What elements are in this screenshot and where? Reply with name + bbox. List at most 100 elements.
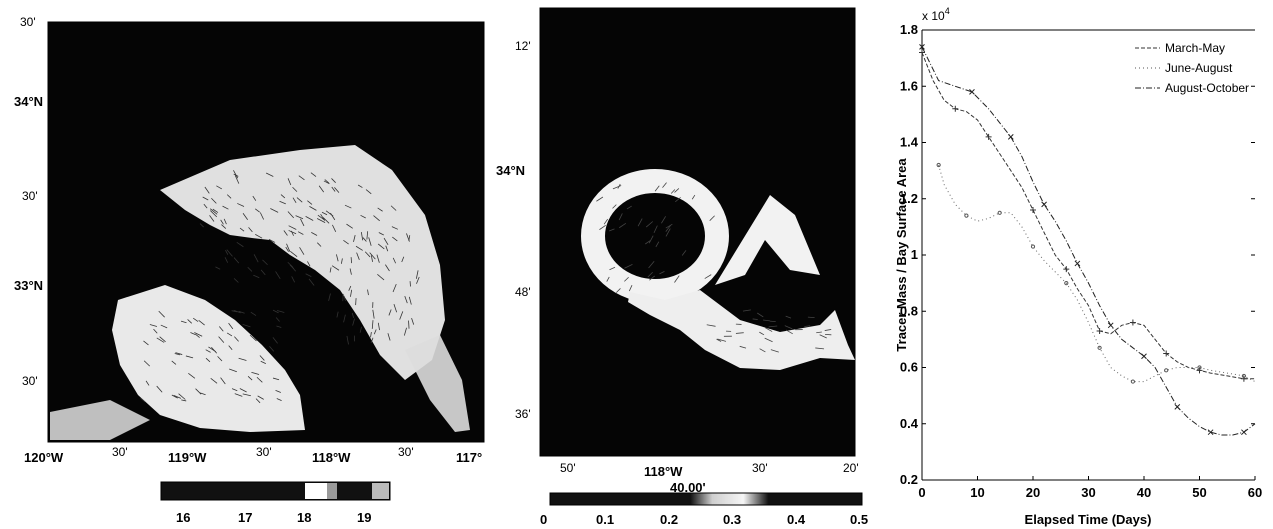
velocity-arrow — [372, 309, 375, 319]
velocity-arrow — [388, 309, 392, 316]
velocity-arrow — [321, 211, 328, 216]
velocity-arrow — [280, 194, 286, 199]
middle-map-ytick: 12' — [515, 39, 531, 53]
middle-map-xtick: 50' — [560, 461, 576, 475]
velocity-arrow — [288, 225, 297, 230]
x-tick-label: 30 — [1081, 485, 1095, 500]
velocity-arrow — [242, 393, 251, 397]
velocity-arrow — [618, 213, 623, 221]
middle-colorbar-tick: 0.1 — [596, 512, 614, 527]
velocity-arrow — [220, 219, 224, 225]
velocity-arrow — [624, 276, 629, 282]
velocity-arrow — [366, 231, 369, 240]
velocity-arrow — [674, 275, 680, 283]
velocity-arrow — [205, 357, 211, 363]
velocity-arrow — [287, 178, 292, 186]
velocity-arrow — [603, 218, 609, 225]
left-map-xtick: 117° — [456, 450, 482, 465]
velocity-arrow — [654, 185, 660, 192]
velocity-arrow — [390, 205, 397, 211]
velocity-arrow — [762, 319, 771, 322]
velocity-arrow — [171, 394, 178, 399]
velocity-arrow — [236, 241, 244, 248]
velocity-arrow — [234, 336, 239, 342]
velocity-arrow — [653, 225, 658, 234]
velocity-arrow — [393, 304, 398, 313]
left-map-xtick: 119°W — [168, 450, 207, 465]
velocity-arrow — [275, 271, 281, 280]
velocity-arrow — [735, 332, 744, 334]
velocity-arrow — [768, 325, 778, 328]
velocity-arrow — [210, 377, 218, 384]
velocity-arrow — [665, 228, 671, 237]
velocity-arrow — [300, 218, 305, 227]
velocity-arrow — [392, 236, 398, 242]
velocity-arrow — [343, 239, 349, 245]
x-tick-label: 0 — [918, 485, 925, 500]
velocity-arrow — [322, 217, 330, 224]
velocity-arrow — [248, 227, 253, 233]
data-point — [1241, 373, 1247, 379]
series-line-march-may — [921, 52, 1255, 380]
velocity-arrow — [316, 218, 326, 223]
velocity-arrow — [406, 233, 410, 242]
velocity-arrow — [340, 258, 343, 264]
velocity-arrow — [229, 368, 237, 373]
left-map-top-label: 30' — [20, 15, 36, 29]
velocity-arrow — [385, 264, 390, 272]
velocity-arrow — [220, 377, 226, 385]
velocity-arrow — [233, 257, 240, 264]
velocity-arrow — [143, 360, 151, 367]
velocity-arrow — [370, 255, 373, 262]
y-tick-label: 1 — [911, 247, 918, 262]
velocity-arrow — [770, 349, 779, 353]
data-point — [1064, 281, 1069, 286]
velocity-arrow — [292, 197, 297, 204]
middle-map-eddy-ring — [581, 169, 729, 303]
velocity-arrow — [649, 275, 655, 281]
velocity-arrow — [391, 226, 399, 230]
velocity-arrow — [275, 317, 280, 322]
velocity-arrow — [360, 214, 366, 219]
velocity-arrow — [373, 215, 380, 222]
velocity-arrow — [153, 328, 158, 334]
velocity-arrow — [199, 223, 204, 228]
data-point — [1030, 244, 1036, 249]
x-tick-label: 20 — [1026, 485, 1040, 500]
velocity-arrow — [645, 221, 654, 228]
data-point — [985, 133, 992, 140]
velocity-arrow — [369, 252, 376, 260]
middle-map-tail — [628, 290, 855, 370]
velocity-arrow — [307, 200, 313, 205]
left-map-ytick: 34°N — [14, 94, 43, 109]
data-point — [964, 213, 969, 218]
velocity-arrow — [208, 346, 217, 353]
velocity-arrow — [178, 393, 186, 400]
data-point — [1130, 379, 1136, 384]
velocity-arrow — [324, 179, 330, 184]
velocity-arrow — [665, 224, 672, 232]
series-line-june-august — [938, 164, 1256, 383]
velocity-arrow — [272, 337, 278, 344]
y-tick-label: 1.8 — [900, 22, 918, 37]
velocity-arrow — [307, 261, 311, 267]
data-point — [936, 162, 941, 168]
velocity-arrow — [360, 231, 364, 241]
velocity-arrow — [331, 265, 340, 271]
velocity-arrow — [288, 230, 297, 235]
left-map-flow-region-north — [160, 145, 445, 380]
data-point — [1096, 327, 1103, 334]
y-tick-label: 0.2 — [900, 472, 918, 487]
velocity-arrow — [249, 334, 257, 342]
velocity-arrow — [370, 332, 372, 338]
velocity-arrow — [401, 256, 405, 263]
velocity-arrow — [212, 208, 219, 213]
velocity-arrow — [408, 296, 412, 305]
velocity-arrow — [231, 388, 238, 392]
left-map-ytick: 33°N — [14, 278, 43, 293]
velocity-arrow — [661, 216, 666, 224]
velocity-arrow — [378, 232, 385, 236]
velocity-arrow — [619, 222, 627, 229]
velocity-arrow — [233, 278, 239, 283]
middle-colorbar-tick: 0.5 — [850, 512, 868, 527]
